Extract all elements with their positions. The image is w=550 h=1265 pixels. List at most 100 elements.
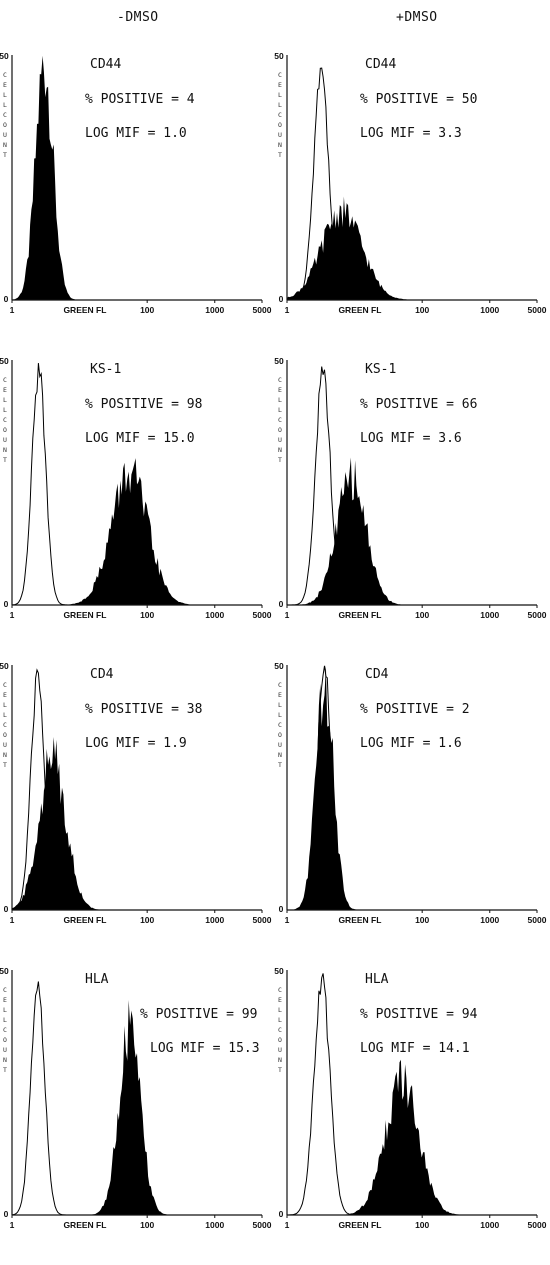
log-mif: LOG MIF = 15.0 (85, 431, 195, 446)
x-tick-label: 1 (285, 610, 290, 620)
marker-name: CD4 (90, 667, 114, 682)
filled-histogram (12, 55, 262, 301)
marker-name: HLA (365, 972, 389, 987)
histogram-svg: 50 0 C E L L C O U N T 1 100 1000 5000 GREEN FL KS-1 % PO… (0, 356, 272, 620)
percent-positive: % POSITIVE = 99 (140, 1007, 257, 1022)
x-tick-label: 5000 (528, 610, 547, 620)
y-tick-top: 50 (0, 356, 9, 366)
log-mif: LOG MIF = 1.0 (85, 126, 187, 141)
log-mif: LOG MIF = 14.1 (360, 1041, 470, 1056)
filled-histogram (12, 458, 262, 605)
percent-positive: % POSITIVE = 50 (360, 92, 477, 107)
percent-positive: % POSITIVE = 4 (85, 92, 195, 107)
histogram-panel: 50 0 C E L L C O U N T 1 100 1000 5000 GREEN FL CD4 % POS… (274, 655, 550, 960)
x-tick-label: 5000 (528, 915, 547, 925)
x-tick-label: 1000 (480, 610, 499, 620)
x-tick-label: 1 (285, 305, 290, 315)
percent-positive: % POSITIVE = 38 (85, 702, 202, 717)
x-tick-label: 5000 (253, 915, 272, 925)
x-tick-label: 1000 (480, 305, 499, 315)
y-tick-bottom: 0 (279, 599, 284, 609)
y-tick-bottom: 0 (279, 1209, 284, 1219)
x-tick-label: 100 (140, 610, 154, 620)
x-tick-label: 100 (415, 305, 429, 315)
histogram-svg: 50 0 C E L L C O U N T 1 100 1000 5000 GREEN FL CD44 % PO… (274, 51, 547, 315)
x-axis-label: GREEN FL (338, 915, 381, 925)
histogram-panel: 50 0 C E L L C O U N T 1 100 1000 5000 GREEN FL KS-1 % PO… (0, 350, 275, 655)
y-tick-top: 50 (274, 51, 284, 61)
x-axis-label: GREEN FL (338, 610, 381, 620)
x-tick-label: 5000 (528, 305, 547, 315)
x-axis-label: GREEN FL (63, 305, 106, 315)
x-tick-label: 100 (140, 305, 154, 315)
histogram-svg: 50 0 C E L L C O U N T 1 100 1000 5000 GREEN FL KS-1 % PO… (274, 356, 547, 620)
x-tick-label: 1 (10, 305, 15, 315)
histogram-panel: 50 0 C E L L C O U N T 1 100 1000 5000 GREEN FL HLA% POS… (0, 960, 275, 1265)
histogram-panel: 50 0 C E L L C O U N T 1 100 1000 5000 GREEN FL CD4 % POS… (0, 655, 275, 960)
histogram-panel: 50 0 C E L L C O U N T 1 100 1000 5000 GREEN FL CD44 % PO… (0, 45, 275, 350)
y-tick-bottom: 0 (279, 904, 284, 914)
x-tick-label: 5000 (253, 610, 272, 620)
log-mif: LOG MIF = 3.3 (360, 126, 462, 141)
percent-positive: % POSITIVE = 2 (360, 702, 470, 717)
filled-histogram (12, 1000, 262, 1215)
x-tick-label: 1000 (205, 610, 224, 620)
y-tick-bottom: 0 (4, 904, 9, 914)
y-tick-top: 50 (274, 966, 284, 976)
y-tick-top: 50 (0, 661, 9, 671)
marker-name: HLA (85, 972, 109, 987)
x-tick-label: 100 (415, 610, 429, 620)
marker-name: KS-1 (90, 362, 121, 377)
x-tick-label: 1000 (205, 915, 224, 925)
histogram-svg: 50 0 C E L L C O U N T 1 100 1000 5000 GREEN FL CD4 % POS… (274, 661, 547, 925)
histogram-panel: 50 0 C E L L C O U N T 1 100 1000 5000 GREEN FL CD44 % PO… (274, 45, 550, 350)
filled-histogram (287, 1059, 537, 1215)
log-mif: LOG MIF = 15.3 (150, 1041, 260, 1056)
y-tick-top: 50 (274, 356, 284, 366)
y-tick-bottom: 0 (4, 1209, 9, 1219)
marker-name: CD4 (365, 667, 389, 682)
marker-name: CD44 (90, 57, 121, 72)
filled-histogram (12, 737, 262, 910)
histogram-svg: 50 0 C E L L C O U N T 1 100 1000 5000 GREEN FL CD4 % POS… (0, 661, 272, 925)
percent-positive: % POSITIVE = 94 (360, 1007, 478, 1022)
y-tick-top: 50 (0, 966, 9, 976)
x-tick-label: 1000 (480, 915, 499, 925)
histogram-panel: 50 0 C E L L C O U N T 1 100 1000 5000 GREEN FL KS-1 % PO… (274, 350, 550, 655)
x-tick-label: 1 (10, 915, 15, 925)
x-tick-label: 1000 (205, 305, 224, 315)
log-mif: LOG MIF = 1.9 (85, 736, 187, 751)
y-tick-top: 50 (0, 51, 9, 61)
x-tick-label: 100 (140, 915, 154, 925)
marker-name: KS-1 (365, 362, 396, 377)
column-title-right: +DMSO (396, 10, 438, 25)
x-axis-label: GREEN FL (338, 305, 381, 315)
x-tick-label: 100 (415, 915, 429, 925)
y-tick-top: 50 (274, 661, 284, 671)
column-title-left: -DMSO (117, 10, 159, 25)
marker-name: CD44 (365, 57, 396, 72)
percent-positive: % POSITIVE = 98 (85, 397, 202, 412)
y-tick-bottom: 0 (279, 294, 284, 304)
filled-histogram (287, 665, 537, 910)
histogram-svg: 50 0 C E L L C O U N T 1 100 1000 5000 GREEN FL CD44 % PO… (0, 51, 272, 315)
histogram-panel: 50 0 C E L L C O U N T 1 100 1000 5000 GREEN FL HLA% POS… (274, 960, 550, 1265)
y-tick-bottom: 0 (4, 294, 9, 304)
x-axis-label: GREEN FL (63, 610, 106, 620)
percent-positive: % POSITIVE = 66 (360, 397, 477, 412)
x-tick-label: 1 (285, 915, 290, 925)
filled-histogram (287, 196, 537, 300)
x-axis-label: GREEN FL (63, 915, 106, 925)
filled-histogram (287, 457, 537, 605)
log-mif: LOG MIF = 3.6 (360, 431, 462, 446)
log-mif: LOG MIF = 1.6 (360, 736, 462, 751)
